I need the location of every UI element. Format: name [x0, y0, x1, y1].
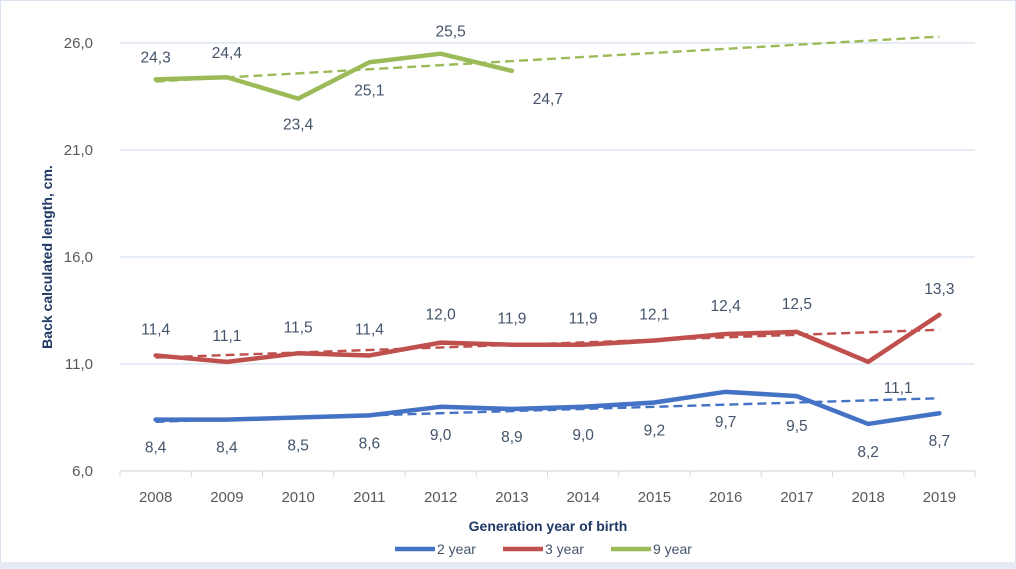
data-labels: 8,4 8,4 8,5 8,6 9,0 8,9 9,0 9,2 9,7 9,5 8,2 8,7 11,4… — [141, 24, 955, 461]
data-label: 11,1 — [212, 328, 241, 345]
data-label: 23,4 — [283, 117, 314, 134]
trendline-9-year — [155, 35, 940, 83]
series-lines — [153, 51, 942, 427]
data-label: 9,7 — [715, 414, 737, 431]
y-axis-title: Back calculated length, cm. — [39, 165, 55, 349]
data-label: 12,4 — [711, 298, 742, 315]
data-label: 8,5 — [287, 438, 309, 455]
data-label: 24,3 — [141, 49, 171, 66]
x-tick-label: 2013 — [495, 489, 528, 506]
data-label: 11,4 — [141, 321, 170, 338]
data-label: 8,6 — [359, 435, 381, 452]
x-tick-label: 2019 — [923, 489, 956, 506]
x-tick-label: 2010 — [281, 489, 314, 506]
data-label: 25,5 — [436, 24, 466, 41]
data-label: 24,7 — [533, 91, 563, 108]
y-tick-label: 16,0 — [64, 249, 93, 266]
data-label: 25,1 — [354, 82, 384, 99]
legend-label: 9 year — [653, 541, 692, 557]
y-axis: 6,0 11,0 16,0 21,0 26,0 — [64, 35, 93, 480]
y-tick-label: 6,0 — [72, 463, 93, 480]
data-label: 12,5 — [782, 296, 812, 313]
y-tick-label: 26,0 — [64, 35, 93, 52]
data-label: 9,2 — [644, 423, 666, 440]
data-label: 12,1 — [639, 306, 669, 323]
data-label: 12,0 — [426, 307, 457, 324]
data-label: 8,4 — [216, 440, 238, 457]
x-tick-label: 2008 — [139, 489, 172, 506]
legend: 2 year 3 year 9 year — [395, 541, 692, 557]
data-label: 11,9 — [569, 311, 598, 328]
data-label: 9,0 — [572, 427, 594, 444]
data-label: 11,5 — [284, 319, 313, 336]
data-label: 8,2 — [857, 444, 879, 461]
x-tick-label: 2018 — [851, 489, 884, 506]
x-axis-title: Generation year of birth — [469, 518, 628, 534]
data-label: 11,1 — [884, 380, 913, 397]
data-label: 8,9 — [501, 429, 523, 446]
data-label: 11,4 — [355, 321, 384, 338]
x-tick-label: 2015 — [638, 489, 671, 506]
data-label: 24,4 — [212, 45, 243, 62]
x-tick-label: 2011 — [353, 489, 385, 506]
legend-label: 2 year — [437, 541, 476, 557]
series-line-3-year — [153, 312, 942, 365]
x-tick-label: 2017 — [780, 489, 813, 506]
data-label: 8,4 — [145, 440, 167, 457]
bottom-border-strip — [0, 562, 1016, 569]
x-tick-label: 2016 — [709, 489, 742, 506]
data-label: 9,5 — [786, 418, 808, 435]
x-tick-label: 2014 — [566, 489, 599, 506]
x-tick-label: 2012 — [424, 489, 457, 506]
series-line-2-year — [153, 389, 942, 427]
x-axis: 2008 2009 2010 2011 2012 2013 2014 2015 2016 2017… — [119, 470, 976, 506]
data-label: 11,9 — [497, 311, 526, 328]
series-line-9-year — [153, 51, 515, 101]
data-label: 13,3 — [924, 281, 954, 298]
legend-label: 3 year — [545, 541, 584, 557]
data-label: 9,0 — [430, 427, 452, 444]
y-tick-label: 11,0 — [65, 356, 93, 373]
x-tick-label: 2009 — [210, 489, 243, 506]
data-label: 8,7 — [929, 433, 951, 450]
y-tick-label: 21,0 — [64, 142, 93, 159]
